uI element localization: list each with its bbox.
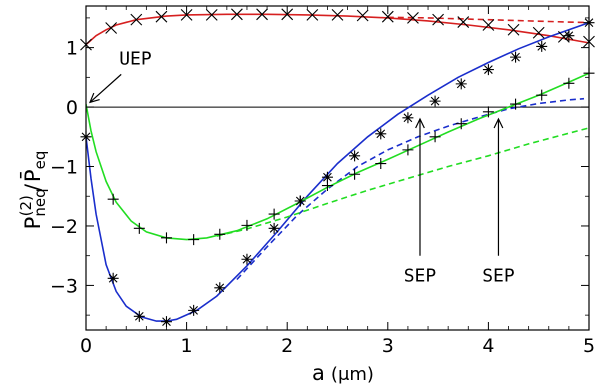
marker-asterisk-1-11 [375,128,387,140]
marker-asterisk-1-13 [429,95,441,107]
y-tick-label-2: −1 [50,157,78,179]
y-axis-title-main2: P̄ [20,169,45,182]
marker-asterisk-1-1 [107,272,119,284]
marker-asterisk-1-10 [349,150,361,162]
marker-plus-2-5 [241,219,253,231]
y-tick-label-3: 0 [66,97,78,119]
marker-x-0-10 [331,9,344,21]
marker-asterisk-1-4 [188,304,200,316]
marker-x-0-16 [482,19,495,31]
marker-plus-2-3 [188,234,200,246]
marker-plus-2-16 [536,89,548,101]
marker-asterisk-1-2 [133,310,145,322]
x-tick-label-1: 1 [181,335,193,357]
x-axis-title: a (μm) [312,361,374,385]
marker-x-0-5 [205,9,218,21]
marker-x-0-17 [507,23,520,36]
marker-asterisk-1-12 [402,112,414,124]
marker-plus-2-13 [455,118,467,130]
x-tick-label-2: 2 [281,335,293,357]
marker-x-0-19 [557,31,570,43]
marker-plus-2-15 [510,98,522,110]
marker-x-0-18 [532,26,545,39]
marker-plus-2-14 [482,106,494,118]
marker-x-0-15 [457,16,470,28]
annotation-arrowhead-0 [88,92,100,104]
marker-x-0-13 [407,12,419,24]
y-axis-title-sub2: eq [31,151,49,170]
y-axis-title: Pneq(2) /P̄eq [17,151,49,230]
marker-x-0-11 [356,9,369,22]
series-line-5 [216,127,589,237]
x-axis-title-unit: (μm) [331,364,374,385]
marker-x-0-8 [281,8,294,21]
annotation-arrow-0 [89,73,122,103]
series-line-1 [387,16,589,24]
marker-asterisk-1-9 [321,171,333,183]
marker-plus-2-4 [214,228,226,240]
y-tick-label-4: 1 [66,38,78,60]
marker-plus-2-1 [133,222,145,234]
marker-asterisk-1-16 [510,51,522,63]
marker-plus-2-2 [160,232,172,244]
marker-x-0-3 [155,10,168,23]
marker-asterisk-1-18 [563,30,575,42]
series-line-3 [236,97,585,281]
marker-plus-2-11 [402,144,414,156]
svg-text:Pneq(2)/P̄eq: Pneq(2) /P̄eq [17,151,49,230]
marker-plus-2-9 [349,168,361,180]
marker-plus-2-12 [429,131,441,143]
marker-x-0-6 [231,8,243,21]
y-tick-label-0: −3 [50,275,78,297]
marker-plus-2-8 [321,180,333,192]
marker-x-0-9 [306,9,319,21]
x-tick-label-4: 4 [482,335,494,357]
y-axis-title-main: P [21,217,45,230]
plot-frame [85,5,590,331]
marker-x-0-4 [180,9,193,21]
x-tick-label-3: 3 [382,335,394,357]
plot-area: 0 1 2 3 4 5 −3 −2 −1 0 1 UEP SEP SEP [50,5,595,357]
marker-x-0-12 [381,10,394,23]
marker-x-0-14 [432,13,444,26]
x-axis-title-main: a [312,361,325,385]
marker-x-0-7 [256,8,268,21]
series-line-2 [86,21,589,322]
marker-plus-2-7 [294,195,306,207]
marker-asterisk-1-17 [536,40,548,52]
y-axis-title-sep: / [21,183,45,191]
marker-plus-2-0 [107,193,119,205]
marker-x-0-2 [130,13,143,26]
marker-asterisk-1-6 [241,253,253,265]
marker-asterisk-1-5 [214,282,226,294]
annotation-label-1: SEP [404,266,437,287]
annotation-arrowhead-2 [493,117,504,129]
annotation-label-2: SEP [482,266,515,287]
y-axis-title-sub: neq [31,188,49,216]
y-tick-label-1: −2 [50,216,78,238]
marker-asterisk-1-3 [160,316,172,328]
marker-x-0-1 [105,22,118,34]
annotation-label-0: UEP [119,48,152,69]
x-tick-label-5: 5 [583,335,595,357]
marker-asterisk-1-14 [455,78,467,90]
marker-plus-2-10 [375,158,387,170]
marker-plus-2-17 [563,77,575,89]
y-axis-title-sup: (2) [17,195,35,216]
annotation-arrowhead-1 [415,117,425,129]
x-tick-label-0: 0 [80,335,92,357]
marker-asterisk-1-7 [268,222,280,234]
marker-asterisk-1-15 [482,64,494,76]
marker-plus-2-6 [268,208,280,220]
series-line-4 [86,72,589,241]
